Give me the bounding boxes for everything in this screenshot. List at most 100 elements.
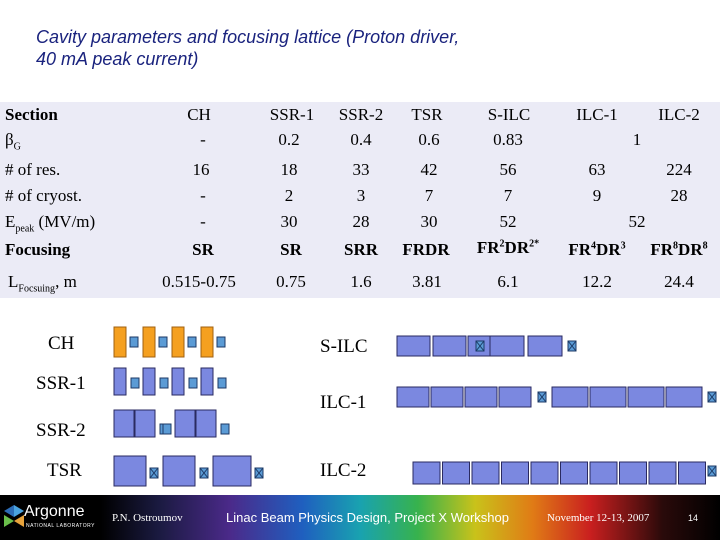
ssr1-solenoid	[130, 377, 140, 389]
ssr2-solenoid	[162, 423, 172, 435]
ssr1-cavity	[171, 367, 185, 396]
tsr-cavity	[212, 455, 252, 487]
ilc2-cavity	[678, 461, 706, 485]
header-ssr2: SSR-2	[338, 105, 384, 124]
focusing-ilc1: FR4DR3	[568, 240, 626, 259]
focusing-ch: SR	[192, 240, 214, 259]
cryost-ssr1: 2	[284, 186, 294, 205]
ilc1-cavity	[430, 386, 464, 408]
epeak-ch: -	[200, 212, 206, 231]
ilc2-cavity	[442, 461, 470, 485]
silc-cavity	[432, 335, 467, 357]
ilc1-cavity	[551, 386, 589, 408]
frdr-focus-mark	[537, 391, 547, 403]
silc-cavity	[527, 335, 563, 357]
cryost-ch: -	[200, 186, 206, 205]
ilc1-cavity	[627, 386, 665, 408]
beta-silc: 0.83	[493, 130, 523, 149]
beta-label: βG	[5, 130, 21, 153]
ilc2-cavity	[648, 461, 677, 485]
footer-page-number: 14	[688, 513, 699, 523]
ssr2-cavity	[113, 409, 135, 438]
epeak-silc: 52	[499, 212, 517, 231]
argonne-logo: Argonne NATIONAL LABORATORY	[4, 501, 100, 535]
ch-solenoid	[216, 336, 226, 348]
lattice-label-ilc1: ILC-1	[320, 392, 367, 413]
frdr-focus-mark	[254, 467, 264, 479]
ilc2-cavity	[589, 461, 618, 485]
epeak-label: Epeak (MV/m)	[5, 212, 96, 235]
lfocus-ssr2: 1.6	[350, 272, 372, 291]
lfocus-silc: 6.1	[497, 272, 519, 291]
lattice-label-tsr: TSR	[47, 460, 82, 481]
beta-ilc: 1	[632, 130, 642, 149]
header-tsr: TSR	[411, 105, 443, 124]
ssr2-cavity	[134, 409, 156, 438]
res-tsr: 42	[420, 160, 438, 179]
res-ssr1: 18	[280, 160, 298, 179]
ssr1-cavity	[200, 367, 214, 396]
cryost-silc: 7	[503, 186, 513, 205]
focusing-ssr1: SR	[280, 240, 302, 259]
lattice-label-ssr2: SSR-2	[36, 420, 86, 441]
footer-presentation-title: Linac Beam Physics Design, Project X Wor…	[226, 510, 509, 525]
cryost-ssr2: 3	[356, 186, 366, 205]
header-ch: CH	[187, 105, 211, 124]
ch-solenoid	[158, 336, 168, 348]
frdr-focus-mark	[567, 340, 577, 352]
beta-tsr: 0.6	[418, 130, 440, 149]
cryost-ilc1: 9	[592, 186, 602, 205]
silc-cavity	[396, 335, 431, 357]
ilc2-cavity	[619, 461, 647, 485]
tsr-cavity	[113, 455, 147, 487]
lfocus-tsr: 3.81	[412, 272, 442, 291]
res-ch: 16	[192, 160, 210, 179]
cryost-label: # of cryost.	[5, 186, 82, 205]
ssr1-solenoid	[188, 377, 198, 389]
focusing-silc: FR2DR2*	[476, 238, 540, 257]
beta-ssr1: 0.2	[278, 130, 300, 149]
epeak-ilc: 52	[628, 212, 646, 231]
frdr-focus-mark	[475, 340, 485, 352]
beta-ssr2: 0.4	[350, 130, 372, 149]
ilc1-cavity	[464, 386, 498, 408]
lattice-diagram	[113, 326, 717, 487]
cryost-tsr: 7	[424, 186, 434, 205]
lattice-label-ch: CH	[48, 333, 75, 354]
lfocus-ilc2: 24.4	[664, 272, 694, 291]
cryost-ilc2: 28	[670, 186, 688, 205]
title-line-1: Cavity parameters and focusing lattice (…	[36, 27, 460, 47]
footer-author: P.N. Ostroumov	[112, 512, 183, 524]
res-label: # of res.	[5, 160, 61, 179]
ssr2-solenoid	[220, 423, 230, 435]
ilc1-cavity	[396, 386, 430, 408]
ilc1-cavity	[589, 386, 627, 408]
silc-cavity	[489, 335, 525, 357]
res-ssr2: 33	[352, 160, 370, 179]
epeak-tsr: 30	[420, 212, 438, 231]
ch-cavity	[113, 326, 127, 358]
ch-solenoid	[187, 336, 197, 348]
ilc2-cavity	[501, 461, 529, 485]
header-ssr1: SSR-1	[269, 105, 315, 124]
epeak-ssr1: 30	[280, 212, 298, 231]
argonne-logo-subtext: NATIONAL LABORATORY	[26, 523, 95, 529]
header-silc: S-ILC	[487, 105, 531, 124]
title-line-2: 40 mA peak current)	[36, 49, 199, 69]
footer-bar: Argonne NATIONAL LABORATORY P.N. Ostroum…	[0, 495, 720, 540]
focusing-ssr2: SRR	[343, 240, 379, 259]
ssr1-solenoid	[217, 377, 227, 389]
frdr-focus-mark	[199, 467, 209, 479]
lattice-label-ssr1: SSR-1	[36, 373, 86, 394]
ch-cavity	[142, 326, 156, 358]
slide-title: Cavity parameters and focusing lattice (…	[36, 26, 459, 70]
beta-ch: -	[200, 130, 206, 149]
lfocus-ch: 0.515-0.75	[162, 272, 236, 291]
ilc1-cavity	[665, 386, 703, 408]
epeak-ssr2: 28	[352, 212, 370, 231]
lattice-label-ilc2: ILC-2	[320, 460, 367, 481]
ilc2-cavity	[412, 461, 441, 485]
ssr1-cavity	[142, 367, 156, 396]
res-silc: 56	[499, 160, 517, 179]
ssr2-cavity	[174, 409, 196, 438]
